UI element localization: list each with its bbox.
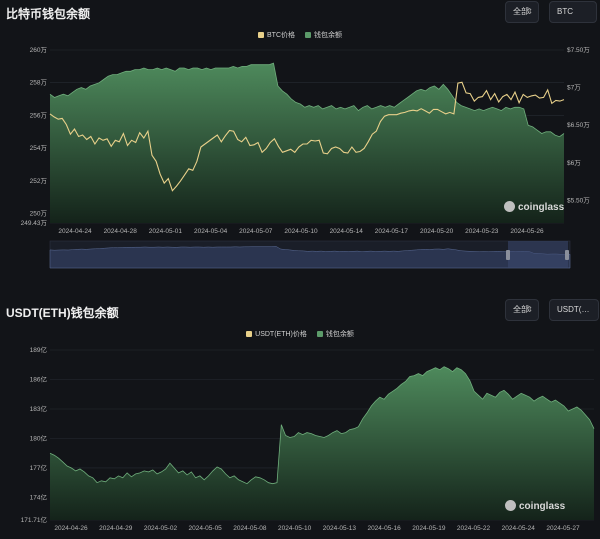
asset-select-label-usdt: USDT(… [557,305,590,314]
chevron-updown-icon: ⇕ [526,7,533,16]
y-tick-label: 252万 [30,177,48,185]
chevron-updown-icon: ⇕ [526,305,533,314]
usdt-chart[interactable]: 189亿 186亿 183亿 180亿 177亿 174亿 171.71亿 2024-04-2… [0,296,600,539]
y-right-tick-label: $5.50万 [567,196,590,204]
y-tick-label: 174亿 [30,492,48,501]
y-right-tick-label: $7万 [567,84,581,92]
x-tick-label: 2024-05-01 [149,228,183,235]
asset-select-label: BTC [557,7,573,16]
legend-swatch-balance-usdt [316,331,323,337]
x-tick-label: 2024-05-08 [233,525,267,532]
legend-item-balance[interactable]: 钱包余额 [304,30,342,40]
range-filter-label: 全部 [513,7,529,16]
navigator-selection [508,241,568,268]
balance-area [50,366,594,520]
page-title-usdt: USDT(ETH)钱包余额 [6,306,119,320]
y-tick-label: 249.43万 [21,219,48,227]
legend-label-price-usdt: USDT(ETH)价格 [255,331,307,338]
chart-legend-usdt: USDT(ETH)价格 钱包余额 [0,329,600,339]
page-title: 比特币钱包余额 [6,7,91,21]
x-tick-label: 2024-05-10 [284,228,318,235]
y-tick-label: 180亿 [30,433,48,442]
legend-label-price: BTC价格 [267,32,296,39]
usdt-wallet-panel: USDT(ETH)钱包余额 全部 ⇕ USDT(… USDT(ETH)价格 钱包… [0,296,600,539]
x-tick-label: 2024-05-20 [420,228,454,235]
btc-wallet-panel: 比特币钱包余额 全部 ⇕ BTC BTC价格 钱包余额 260万 258万 256万… [0,0,600,270]
x-tick-label: 2024-05-26 [510,228,544,235]
balance-line [49,366,595,485]
brand-label: coinglass [518,202,565,213]
y-tick-label: 186亿 [30,374,48,383]
y-tick-label: 183亿 [30,404,48,413]
x-tick-label: 2024-05-07 [239,228,273,235]
x-tick-label: 2024-05-22 [457,525,491,532]
y-tick-label: 258万 [30,79,48,87]
range-filter-select-usdt[interactable]: 全部 ⇕ [505,299,539,321]
navigator-area [49,246,571,269]
y-right-tick-label: $6.50万 [567,121,590,129]
x-tick-label: 2024-05-19 [412,525,446,532]
x-tick-label: 2024-05-16 [367,525,401,532]
x-tick-label: 2024-05-27 [546,525,580,532]
y-tick-label: 260万 [30,46,48,54]
coinglass-logo-icon [504,201,515,212]
navigator-handle-right [565,250,569,260]
legend-swatch-price-usdt [246,331,253,337]
price-line [49,81,565,192]
legend-item-balance-usdt[interactable]: 钱包余额 [316,329,354,339]
legend-label-balance-usdt: 钱包余额 [325,331,354,338]
legend-swatch-balance [304,32,311,38]
x-tick-label: 2024-05-14 [330,228,364,235]
y-tick-label: 256万 [30,111,48,119]
x-tick-label: 2024-04-26 [54,525,88,532]
x-tick-label: 2024-04-24 [58,228,92,235]
chart-legend: BTC价格 钱包余额 [0,30,600,40]
coinglass-watermark-usdt: coinglass [505,500,565,512]
asset-select-usdt[interactable]: USDT(… [549,299,599,321]
x-tick-label: 2024-05-23 [465,228,499,235]
range-filter-select[interactable]: 全部 ⇕ [505,1,539,23]
asset-select[interactable]: BTC [549,1,597,23]
x-tick-label: 2024-04-29 [99,525,133,532]
legend-item-price-usdt[interactable]: USDT(ETH)价格 [246,329,307,339]
coinglass-logo-icon [505,500,516,511]
x-tick-label: 2024-04-28 [104,228,138,235]
balance-line [49,62,565,138]
x-tick-label: 2024-05-04 [194,228,228,235]
y-tick-label: 171.71亿 [21,515,48,524]
y-right-tick-label: $6万 [567,159,581,167]
legend-swatch-price [258,32,265,38]
x-tick-label: 2024-05-17 [375,228,409,235]
x-tick-label: 2024-05-02 [144,525,178,532]
legend-item-price[interactable]: BTC价格 [258,30,295,40]
y-tick-label: 177亿 [30,463,48,472]
range-filter-label-usdt: 全部 [513,305,529,314]
y-tick-label: 250万 [30,210,48,218]
x-tick-label: 2024-05-05 [189,525,223,532]
y-right-tick-label: $7.50万 [567,46,590,54]
x-tick-label: 2024-05-24 [502,525,536,532]
brand-label-usdt: coinglass [519,501,566,512]
coinglass-watermark: coinglass [504,201,564,213]
legend-label-balance: 钱包余额 [313,32,342,39]
y-tick-label: 189亿 [30,345,48,354]
navigator-handle-left [506,250,510,260]
x-tick-label: 2024-05-13 [323,525,357,532]
y-tick-label: 254万 [30,144,48,152]
x-tick-label: 2024-05-10 [278,525,312,532]
